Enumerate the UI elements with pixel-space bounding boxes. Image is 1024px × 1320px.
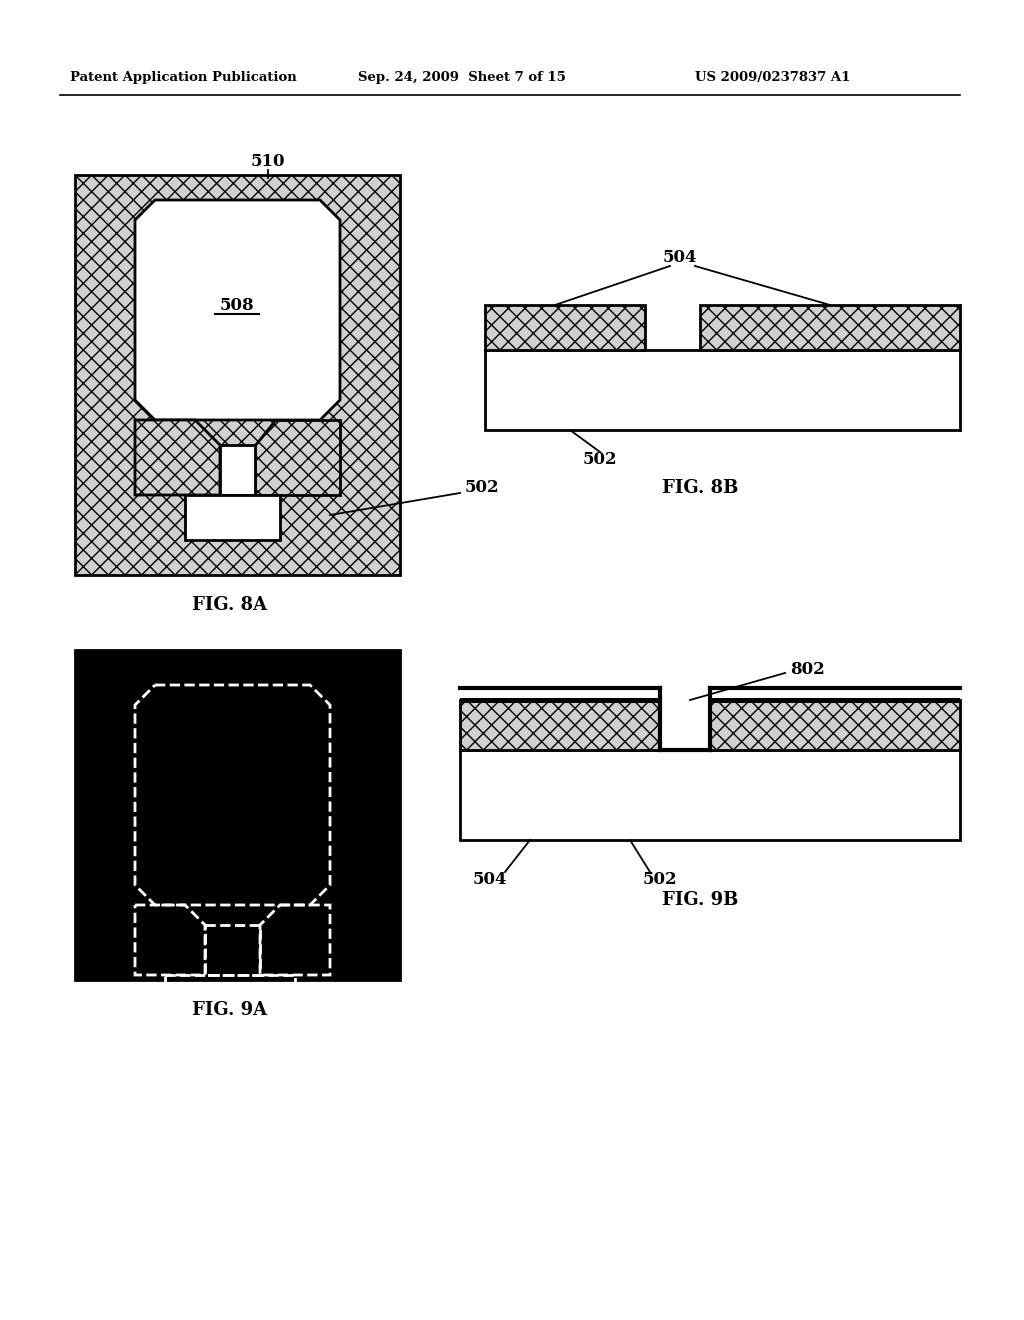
Polygon shape <box>135 420 220 495</box>
Text: 504: 504 <box>473 871 507 888</box>
Bar <box>460 700 660 750</box>
Bar <box>75 649 400 979</box>
Bar <box>460 698 660 704</box>
Bar <box>485 350 961 430</box>
Text: FIG. 9B: FIG. 9B <box>662 891 738 909</box>
Text: US 2009/0237837 A1: US 2009/0237837 A1 <box>695 71 850 84</box>
Text: 504: 504 <box>663 249 697 267</box>
Text: 508: 508 <box>220 297 254 314</box>
Text: Sep. 24, 2009  Sheet 7 of 15: Sep. 24, 2009 Sheet 7 of 15 <box>358 71 566 84</box>
Text: Patent Application Publication: Patent Application Publication <box>70 71 297 84</box>
Bar <box>75 176 400 576</box>
Text: FIG. 8A: FIG. 8A <box>193 597 267 614</box>
Bar <box>700 305 961 350</box>
Polygon shape <box>220 445 255 495</box>
Polygon shape <box>185 495 280 540</box>
Text: FIG. 9A: FIG. 9A <box>193 1001 267 1019</box>
Text: 502: 502 <box>583 451 617 469</box>
Polygon shape <box>135 201 340 420</box>
Text: 502: 502 <box>643 871 677 888</box>
Bar <box>485 305 645 350</box>
Text: 510: 510 <box>251 153 286 170</box>
Text: FIG. 8B: FIG. 8B <box>662 479 738 498</box>
Text: 502: 502 <box>465 479 500 496</box>
Polygon shape <box>255 420 340 495</box>
Text: 802: 802 <box>790 661 824 678</box>
Bar <box>710 700 961 750</box>
Bar <box>710 698 961 704</box>
Bar <box>460 750 961 840</box>
